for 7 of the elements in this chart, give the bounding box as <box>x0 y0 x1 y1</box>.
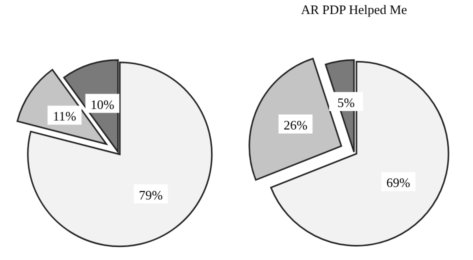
data-label: 10% <box>90 96 114 112</box>
chart-title: AR PDP Helped Me <box>300 2 408 17</box>
data-label: 5% <box>337 95 355 110</box>
data-label: 11% <box>52 108 76 124</box>
data-label: 26% <box>284 117 308 132</box>
data-label: 79% <box>138 187 163 202</box>
data-label: 69% <box>386 175 410 190</box>
